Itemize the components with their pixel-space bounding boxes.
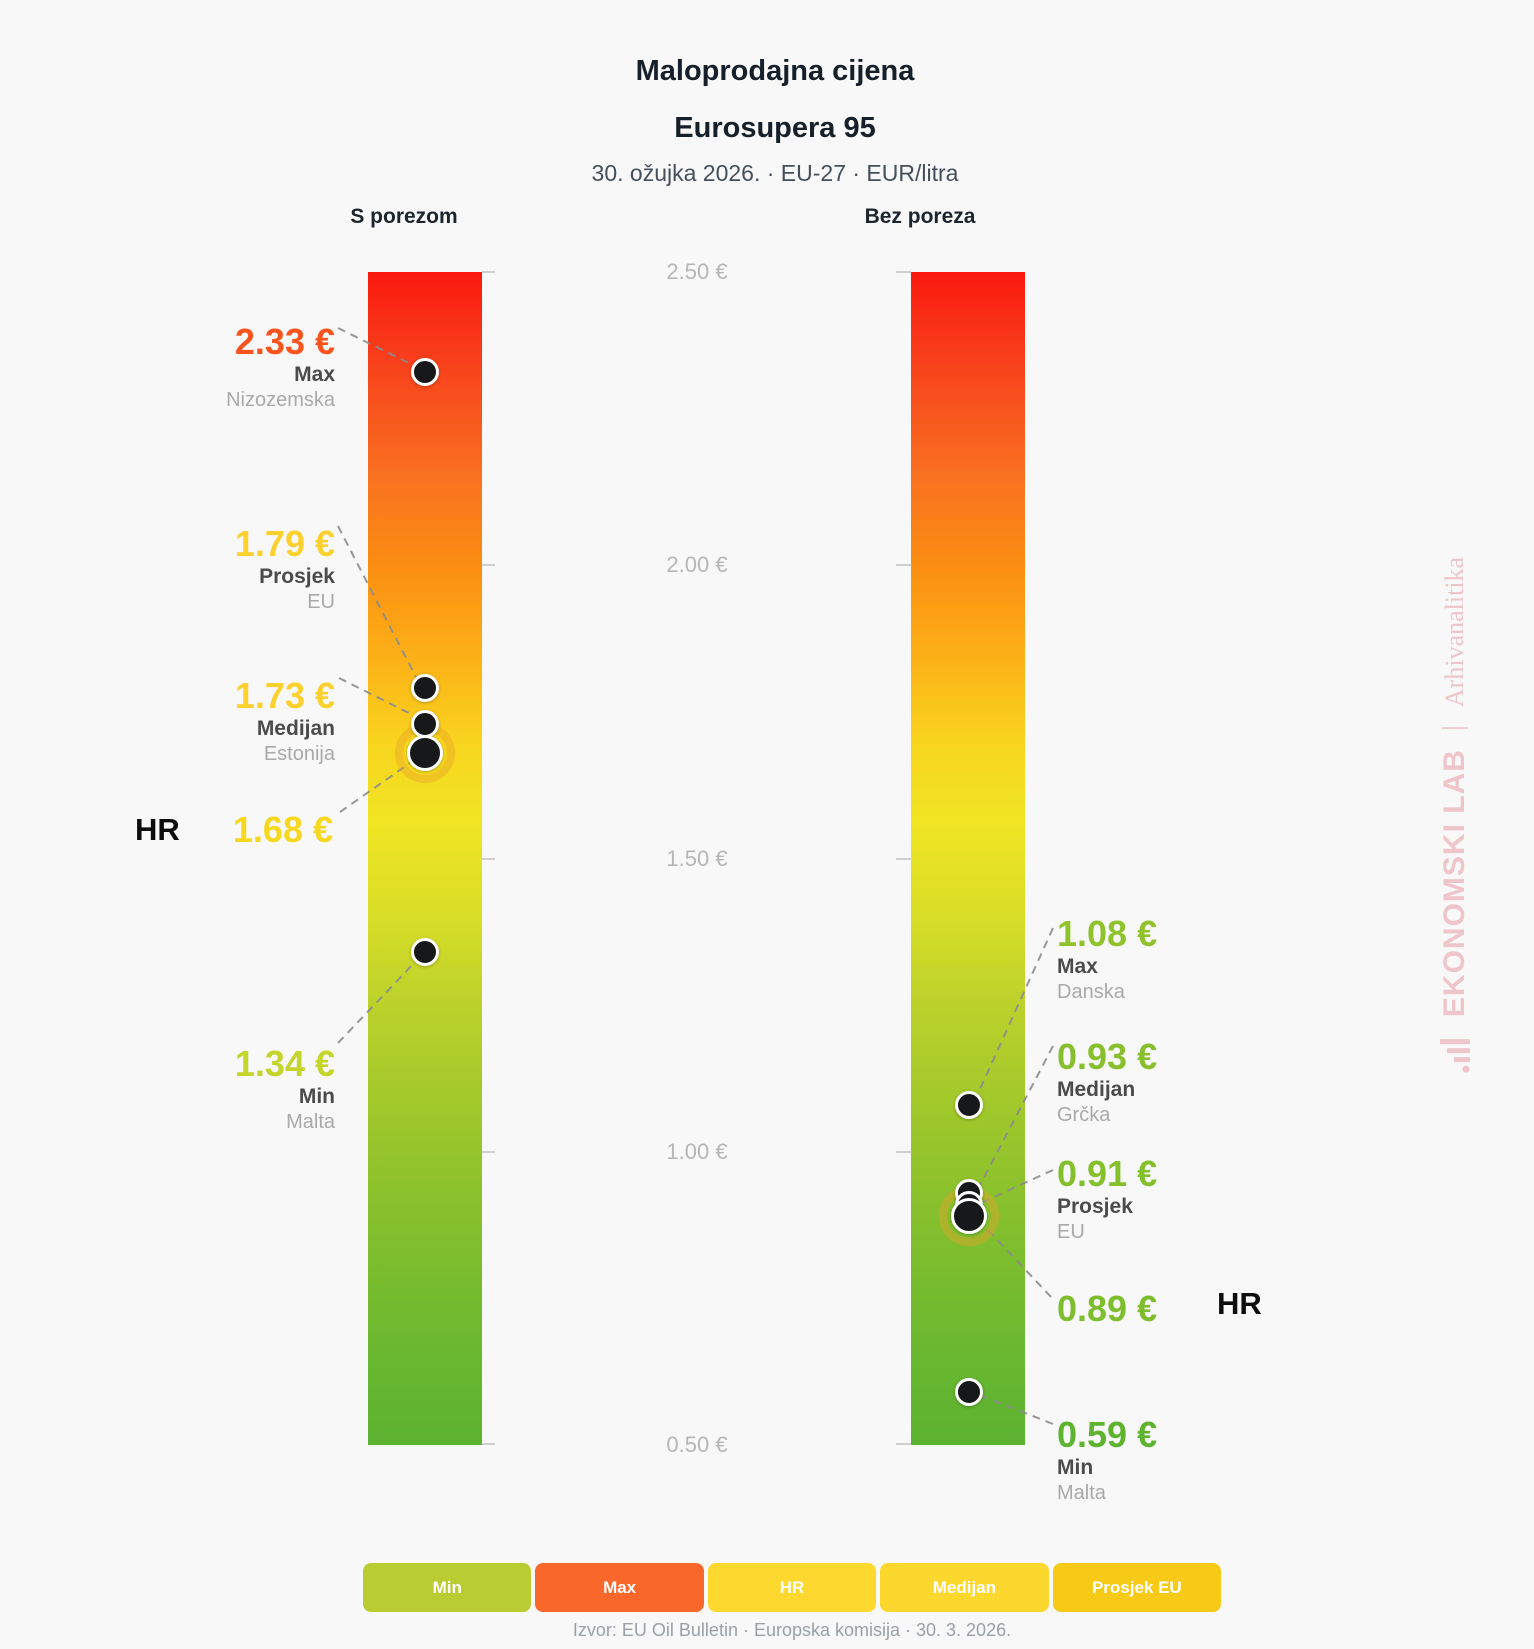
- branding-sidebar: EKONOMSKI LAB Arhivanalitika: [1438, 557, 1472, 1073]
- annotation-label: Min: [298, 1085, 335, 1108]
- annotation-label: Max: [1057, 955, 1098, 978]
- annotation-country: EU: [307, 591, 335, 613]
- annotation-country: Malta: [286, 1111, 335, 1133]
- annotation-value: 0.91 €: [1057, 1153, 1158, 1194]
- annotation-country: Estonija: [263, 743, 335, 765]
- annotation-label: Prosjek: [1057, 1195, 1133, 1218]
- annotation-left-prosjek: 1.79 € Prosjek EU: [235, 524, 335, 615]
- annotation-country: Malta: [1057, 1482, 1106, 1504]
- column-header-without-tax: Bez poreza: [864, 205, 976, 228]
- column-header-with-tax: S porezom: [350, 205, 458, 228]
- tick-mark: [482, 1443, 495, 1445]
- dot-left-hr: [407, 735, 443, 771]
- annotation-label: Min: [1057, 1456, 1094, 1479]
- annotation-value: 1.68 €: [232, 809, 333, 850]
- annotation-right-medijan: 0.93 € Medijan Grčka: [1057, 1037, 1157, 1128]
- dot-right-max: [955, 1091, 983, 1119]
- annotation-left-max: 2.33 € Max Nizozemska: [226, 322, 335, 413]
- annotation-label: Prosjek: [259, 565, 335, 588]
- legend-chip-min: Min: [363, 1563, 532, 1612]
- annotation-value: 2.33 €: [234, 321, 335, 362]
- source-credit: Izvor: EU Oil Bulletin · Europska komisi…: [572, 1620, 1012, 1640]
- hr-country-tag-left: HR: [135, 812, 180, 847]
- hr-country-tag-right: HR: [1217, 1286, 1262, 1321]
- annotation-value: 0.93 €: [1057, 1036, 1158, 1077]
- dot-left-min: [411, 938, 439, 966]
- dot-right-hr: [951, 1198, 987, 1234]
- brand-divider: [1442, 727, 1468, 730]
- gradient-bar-with-tax: [368, 272, 482, 1445]
- legend-chip-hr: HR: [707, 1563, 877, 1612]
- annotation-right-hr: 0.89 €: [1057, 1289, 1157, 1329]
- annotation-country: EU: [1057, 1221, 1085, 1243]
- tick-mark: [482, 271, 495, 273]
- legend-chip-medijan: Medijan: [880, 1563, 1049, 1612]
- annotation-value: 1.08 €: [1057, 913, 1158, 954]
- annotation-value: 1.79 €: [234, 523, 335, 564]
- legend-chip-max: Max: [535, 1563, 704, 1612]
- gradient-bar-without-tax: [911, 272, 1025, 1445]
- tick-mark: [896, 1443, 911, 1445]
- annotation-country: Nizozemska: [226, 389, 335, 411]
- tick-mark: [482, 858, 495, 860]
- annotation-value: 1.73 €: [234, 675, 335, 716]
- annotation-left-min: 1.34 € Min Malta: [235, 1044, 335, 1135]
- annotation-right-prosjek: 0.91 € Prosjek EU: [1057, 1154, 1157, 1245]
- dot-left-medijan: [411, 710, 439, 738]
- annotation-value: 1.34 €: [234, 1043, 335, 1084]
- ekonomski-lab-logo-icon: [1440, 1039, 1470, 1073]
- y-tick-label: 1.50 €: [666, 846, 728, 871]
- annotation-value: 0.89 €: [1057, 1288, 1158, 1329]
- annotation-label: Medijan: [1057, 1078, 1136, 1101]
- page-title-line2: Eurosupera 95: [674, 112, 876, 144]
- y-tick-label: 2.00 €: [666, 552, 728, 577]
- tick-mark: [896, 271, 911, 273]
- annotation-left-hr: 1.68 €: [233, 810, 333, 850]
- legend-chip-prosjek-eu: Prosjek EU: [1052, 1563, 1222, 1612]
- annotation-right-max: 1.08 € Max Danska: [1057, 914, 1157, 1005]
- dot-left-max: [411, 358, 439, 386]
- annotation-country: Danska: [1057, 981, 1125, 1003]
- dot-right-min: [955, 1378, 983, 1406]
- tick-mark: [482, 1151, 495, 1153]
- y-tick-label: 1.00 €: [666, 1139, 728, 1164]
- annotation-label: Max: [294, 363, 335, 386]
- page-title-line1: Maloprodajna cijena: [635, 55, 915, 87]
- annotation-value: 0.59 €: [1057, 1414, 1158, 1455]
- brand-name-arhivanalitika: Arhivanalitika: [1440, 556, 1469, 708]
- tick-mark: [896, 1151, 911, 1153]
- tick-mark: [482, 564, 495, 566]
- annotation-country: Grčka: [1057, 1104, 1111, 1126]
- tick-mark: [896, 858, 911, 860]
- annotation-label: Medijan: [256, 717, 335, 740]
- tick-mark: [896, 564, 911, 566]
- dot-left-prosjek: [411, 674, 439, 702]
- chart-subtitle: 30. ožujka 2026. · EU-27 · EUR/litra: [591, 160, 959, 186]
- chart-legend: Min Max HR Medijan Prosjek EU: [363, 1563, 1222, 1612]
- y-tick-label: 0.50 €: [666, 1432, 728, 1457]
- brand-name-ekonomski-lab: EKONOMSKI LAB: [1438, 749, 1471, 1018]
- annotation-left-medijan: 1.73 € Medijan Estonija: [235, 676, 335, 767]
- annotation-right-min: 0.59 € Min Malta: [1057, 1415, 1157, 1506]
- y-tick-label: 2.50 €: [666, 259, 728, 284]
